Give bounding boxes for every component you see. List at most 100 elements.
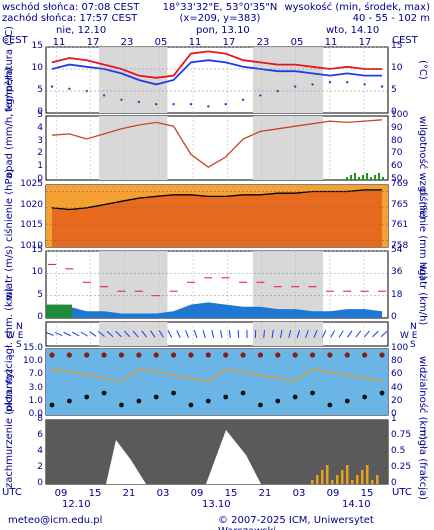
ltick-cloud: 6 <box>37 430 43 440</box>
dewpoint-point <box>380 85 384 88</box>
ltick-cloudbase: 0.0 <box>28 409 43 419</box>
cloudbase-bottom <box>84 394 90 400</box>
cloudbase-bottom <box>258 402 263 408</box>
ltick-pressure: 1025 <box>20 179 43 189</box>
fog-bar <box>351 480 354 484</box>
cloudbase-top <box>240 352 246 358</box>
ltick-cloud: 0 <box>37 478 43 488</box>
bottom-hour-label: 03 <box>292 488 306 499</box>
elevation-values: 40 - 55 - 102 m <box>352 13 430 24</box>
cloudbase-top <box>257 352 264 358</box>
dewpoint-point <box>276 89 279 93</box>
cloudbase-top <box>344 352 350 358</box>
fog-bar <box>336 475 339 484</box>
bottom-hour-label: 09 <box>190 488 204 499</box>
dir-right-s: S <box>410 340 416 350</box>
pressure-area <box>52 189 382 247</box>
cloudbase-bottom <box>101 390 107 396</box>
bottom-hour-label: 09 <box>54 488 68 499</box>
wind-dir-arrow <box>372 330 379 338</box>
ltick-precip: 1 <box>37 161 43 172</box>
bottom-hour-label: 21 <box>258 488 272 499</box>
dewpoint-point <box>346 81 349 84</box>
cloudbase-top <box>66 352 72 358</box>
cloudbase-top <box>327 352 333 358</box>
cloudbase-bottom <box>292 394 298 400</box>
ltick-precip: 3 <box>37 135 43 146</box>
dewpoint-point <box>224 103 227 106</box>
precip-bar <box>374 175 376 180</box>
dewpoint-point <box>328 81 332 84</box>
top-hour-label: 23 <box>120 37 134 48</box>
wind-dir-arrow <box>305 330 309 338</box>
cloudbase-bottom <box>188 402 194 408</box>
dir-right-we: W E <box>400 331 418 341</box>
wind-dir-arrow <box>141 330 148 338</box>
top-hour-label: 17 <box>358 37 372 48</box>
rtick-cloudbase: 60 <box>391 369 403 380</box>
dir-right-n: N <box>410 322 417 332</box>
rtick-cloud: 0.25 <box>391 462 412 472</box>
rtick-cloudbase: 80 <box>391 356 403 367</box>
ltick-cloudbase: 3.0 <box>28 382 43 393</box>
cloudbase-top <box>49 352 55 358</box>
ltick-wind: 5 <box>37 289 43 300</box>
top-hour-label: 17 <box>86 37 100 48</box>
rtick-temp: 5 <box>391 85 397 95</box>
rtick-cloudbase: 20 <box>391 395 403 406</box>
bottom-day-label: 12.10 <box>62 499 91 510</box>
temp-mean-line <box>51 59 382 86</box>
dewpoint-point <box>363 83 366 86</box>
ltick-pressure: 1010 <box>20 241 43 251</box>
rtick-temp: 15 <box>391 41 403 51</box>
email-link[interactable]: meteo@icm.edu.pl <box>8 515 103 526</box>
bottom-hour-label: 09 <box>326 488 340 499</box>
ltick-wind: 10 <box>31 267 43 278</box>
cloudbase-top <box>275 352 281 358</box>
wind-dir-arrow <box>296 330 301 338</box>
ltick-cloudbase: 10.0 <box>22 356 43 367</box>
dewpoint-point <box>102 94 106 97</box>
cloudbase-top <box>170 352 177 358</box>
rtick-precip: 60 <box>391 161 403 172</box>
wind-dir-arrow <box>338 330 344 338</box>
bottom-day-label: 13.10 <box>202 499 231 510</box>
rtick-pressure: 765 <box>391 199 409 210</box>
rtick-precip: 100 <box>391 110 409 120</box>
fog-bar <box>331 480 334 484</box>
wind-dir-arrow <box>54 331 63 337</box>
cloudbase-bottom <box>379 390 385 396</box>
grid-text: (x=209, y=383) <box>179 13 261 24</box>
cloudbase-top <box>188 352 194 358</box>
dewpoint-point <box>207 105 210 108</box>
wind-dir-arrow <box>263 329 265 339</box>
wind-dir-arrow <box>279 329 283 339</box>
ltick-cloudbase: 15.0 <box>22 343 43 353</box>
ltick-wind: 15 <box>31 245 43 255</box>
night-band-precip-2 <box>252 116 324 180</box>
rtick-pressure: 758 <box>391 241 409 251</box>
clear-sky-area <box>106 440 146 484</box>
fog-bar <box>371 480 374 484</box>
dewpoint-point <box>172 103 175 106</box>
dir-left-n: N <box>16 322 23 332</box>
precip-bar <box>366 173 368 180</box>
ltick-cloud: 2 <box>37 462 43 472</box>
bottom-hour-label: 15 <box>360 488 374 499</box>
fog-bar <box>321 470 324 484</box>
wind-dir-arrow <box>158 330 164 338</box>
dewpoint-point <box>68 87 71 91</box>
tz-right: CEST <box>392 35 418 46</box>
cloudbase-bottom <box>49 402 55 408</box>
cloudbase-bottom <box>344 398 350 404</box>
fog-bar <box>326 465 329 484</box>
night-band-temp-1 <box>99 47 168 113</box>
utc-left: UTC <box>2 487 22 498</box>
top-day-label: wto, 14.10 <box>326 25 380 36</box>
wind-dir-arrow <box>46 332 54 336</box>
cloudbase-top <box>223 352 229 358</box>
wind-dir-arrow <box>193 330 198 338</box>
fog-bar <box>311 480 314 484</box>
ltick-cloudbase: 1.0 <box>28 395 43 406</box>
